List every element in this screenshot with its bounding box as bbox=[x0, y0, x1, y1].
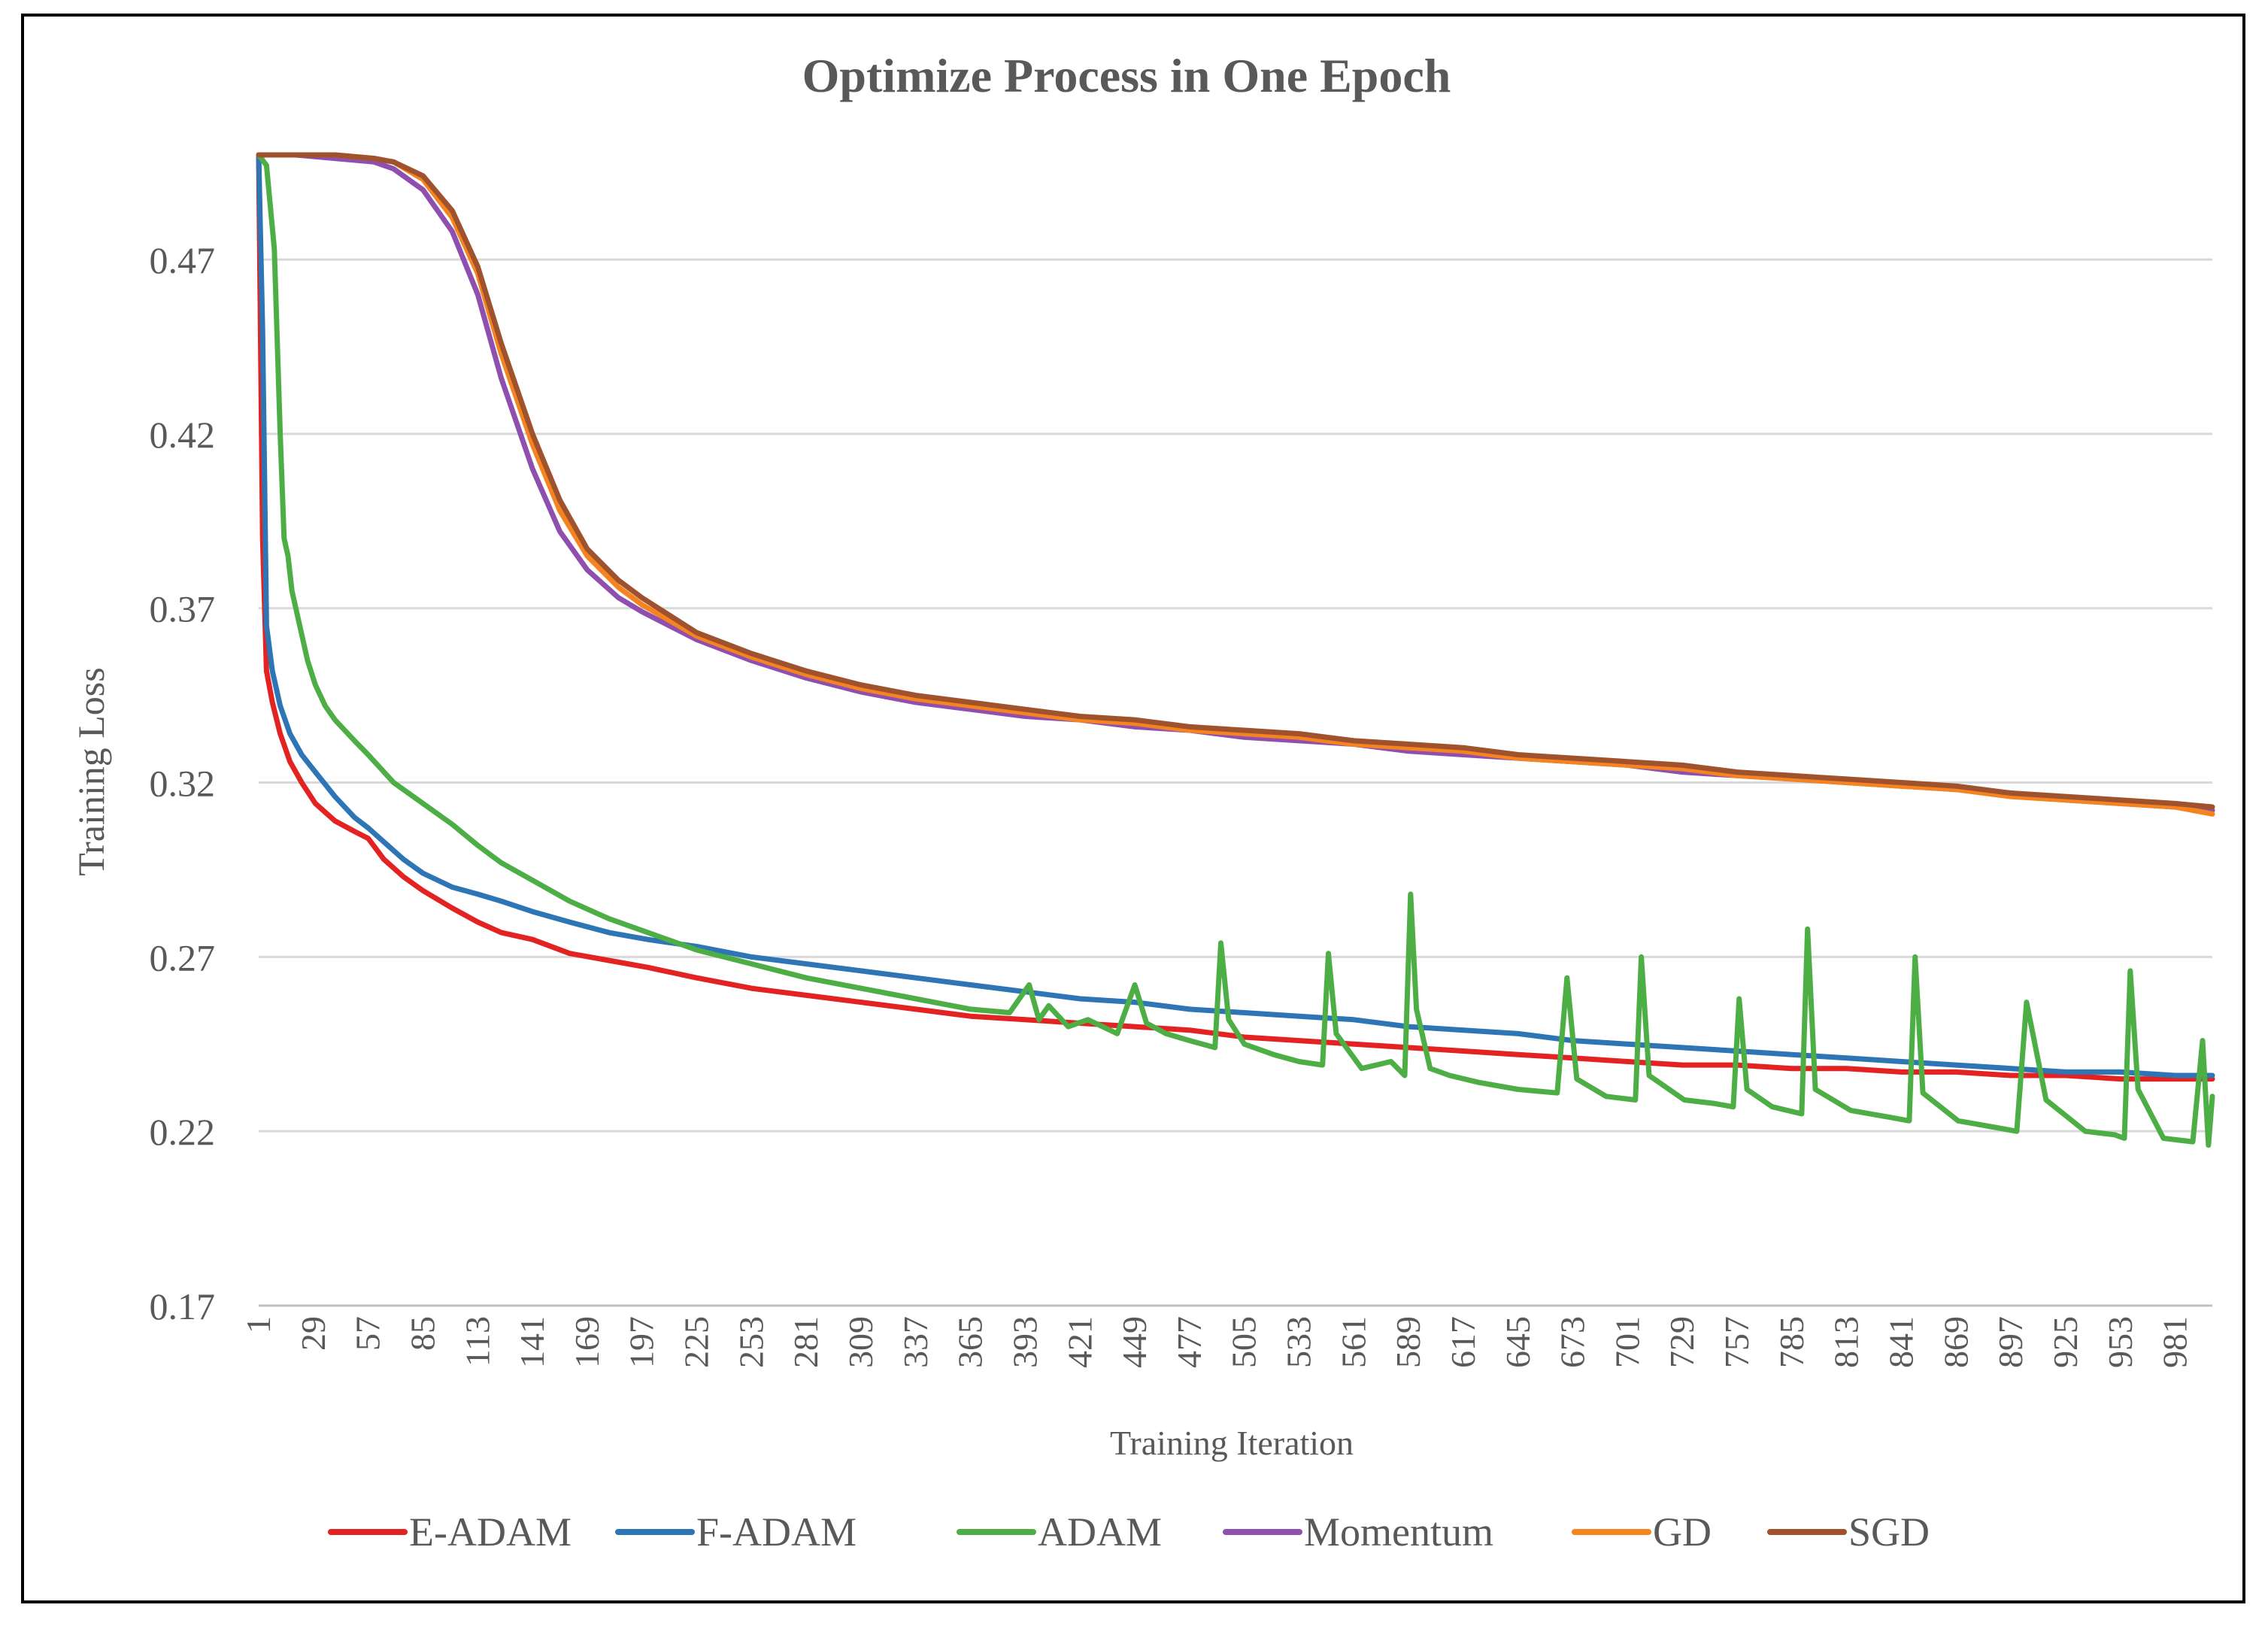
x-tick-label: 113 bbox=[458, 1316, 496, 1367]
y-tick-label: 0.27 bbox=[150, 936, 216, 978]
legend-label-f-adam: F-ADAM bbox=[696, 1509, 857, 1555]
series-lines bbox=[256, 152, 2215, 1148]
y-tick-label: 0.32 bbox=[150, 763, 216, 805]
x-tick-label: 841 bbox=[1882, 1316, 1921, 1368]
x-axis-ticks: 1 29 57 85 113 141 169 197 225 253 281 309 337 365 393… bbox=[239, 1316, 2194, 1368]
x-tick-label: 169 bbox=[568, 1316, 606, 1368]
x-tick-label: 393 bbox=[1005, 1316, 1044, 1368]
x-tick-label: 365 bbox=[951, 1316, 990, 1368]
x-tick-label: 589 bbox=[1389, 1316, 1427, 1368]
x-tick-label: 533 bbox=[1280, 1316, 1318, 1368]
x-tick-label: 673 bbox=[1554, 1316, 1592, 1368]
x-tick-label: 701 bbox=[1608, 1316, 1646, 1368]
x-axis-label: Training Iteration bbox=[1110, 1424, 1354, 1462]
legend-label-adam: ADAM bbox=[1038, 1509, 1162, 1555]
y-tick-label: 0.42 bbox=[150, 414, 216, 456]
y-tick-label: 0.17 bbox=[150, 1285, 216, 1327]
x-tick-label: 225 bbox=[678, 1316, 716, 1368]
x-tick-label: 337 bbox=[896, 1316, 935, 1368]
series-line-sgd bbox=[256, 152, 2215, 810]
chart-frame bbox=[21, 14, 2245, 1603]
x-tick-label: 925 bbox=[2046, 1316, 2085, 1368]
y-axis-label: Training Loss bbox=[70, 667, 112, 875]
x-tick-label: 85 bbox=[403, 1316, 441, 1351]
y-axis-ticks: 0.47 0.42 0.37 0.32 0.27 0.22 0.17 bbox=[150, 239, 216, 1327]
chart-title: Optimize Process in One Epoch bbox=[802, 49, 1451, 102]
x-tick-label: 57 bbox=[349, 1316, 387, 1351]
legend-label-momentum: Momentum bbox=[1304, 1509, 1493, 1555]
series-line-e-adam bbox=[256, 152, 2215, 1082]
legend-label-gd: GD bbox=[1653, 1509, 1712, 1555]
x-tick-label: 645 bbox=[1499, 1316, 1537, 1368]
x-tick-label: 197 bbox=[623, 1316, 661, 1368]
y-tick-label: 0.47 bbox=[150, 239, 216, 281]
series-line-adam bbox=[256, 152, 2215, 1148]
x-tick-label: 1 bbox=[239, 1316, 277, 1333]
legend-label-e-adam: E-ADAM bbox=[409, 1509, 572, 1555]
x-tick-label: 477 bbox=[1170, 1316, 1208, 1368]
x-tick-label: 897 bbox=[1991, 1316, 2030, 1368]
x-tick-label: 561 bbox=[1334, 1316, 1372, 1368]
x-tick-label: 253 bbox=[732, 1316, 770, 1368]
x-tick-label: 981 bbox=[2156, 1316, 2194, 1368]
legend-label-sgd: SGD bbox=[1848, 1509, 1930, 1555]
x-tick-label: 953 bbox=[2101, 1316, 2139, 1368]
x-tick-label: 785 bbox=[1772, 1316, 1811, 1368]
x-tick-label: 869 bbox=[1936, 1316, 1975, 1368]
x-tick-label: 309 bbox=[841, 1316, 880, 1368]
x-tick-label: 281 bbox=[787, 1316, 825, 1368]
series-line-f-adam bbox=[256, 152, 2215, 1078]
x-tick-label: 449 bbox=[1115, 1316, 1154, 1368]
x-tick-label: 729 bbox=[1663, 1316, 1701, 1368]
x-tick-label: 29 bbox=[294, 1316, 332, 1351]
x-tick-label: 617 bbox=[1444, 1316, 1482, 1368]
legend: E-ADAM F-ADAM ADAM Momentum GD SGD bbox=[328, 1509, 1930, 1555]
x-tick-label: 141 bbox=[513, 1316, 551, 1368]
x-tick-label: 421 bbox=[1060, 1316, 1099, 1368]
x-tick-label: 813 bbox=[1827, 1316, 1866, 1368]
x-tick-label: 757 bbox=[1718, 1316, 1756, 1368]
x-tick-label: 505 bbox=[1225, 1316, 1263, 1368]
y-tick-label: 0.22 bbox=[150, 1111, 216, 1153]
y-tick-label: 0.37 bbox=[150, 588, 216, 630]
